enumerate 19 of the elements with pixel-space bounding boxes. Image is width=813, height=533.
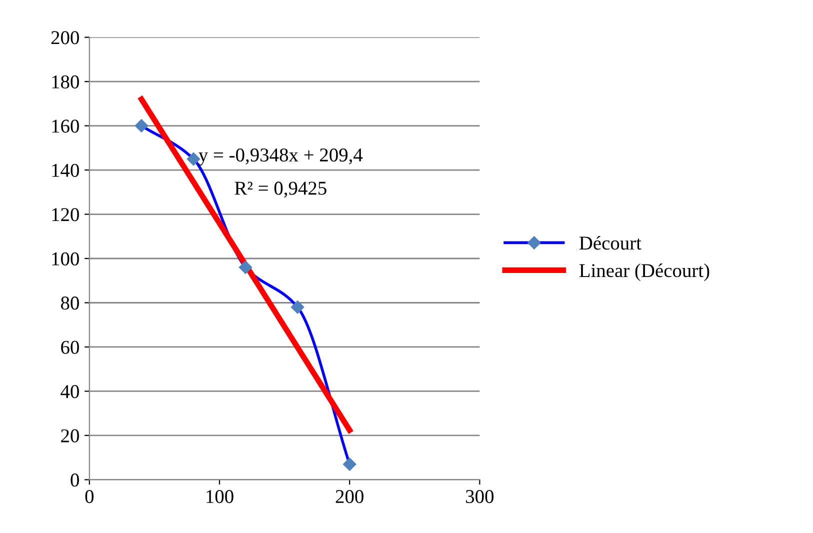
y-tick-label: 20	[61, 429, 79, 442]
y-tick-label: 80	[61, 296, 79, 310]
y-tick-label: 120	[52, 208, 79, 222]
y-tick-label: 200	[51, 31, 79, 44]
y-tick-label: 40	[60, 385, 79, 398]
annotation: y = -0,9348x + 209,4	[198, 148, 363, 166]
y-tick-label: 180	[52, 75, 79, 88]
x-tick-label: 100	[206, 490, 234, 504]
y-tick-label: 140	[52, 164, 79, 177]
y-tick-label: 0	[70, 474, 79, 487]
y-tick-label: 160	[52, 120, 79, 133]
y-tick-label: 60	[61, 340, 79, 354]
legend-label: Linear (Décourt)	[579, 263, 710, 282]
legend-label: Décourt	[579, 236, 642, 250]
y-tick-label: 100	[52, 252, 79, 266]
x-tick-label: 0	[85, 490, 94, 504]
x-tick-label: 200	[336, 490, 364, 504]
x-tick-label: 300	[466, 490, 494, 504]
annotation: R² = 0,9425	[234, 182, 326, 198]
